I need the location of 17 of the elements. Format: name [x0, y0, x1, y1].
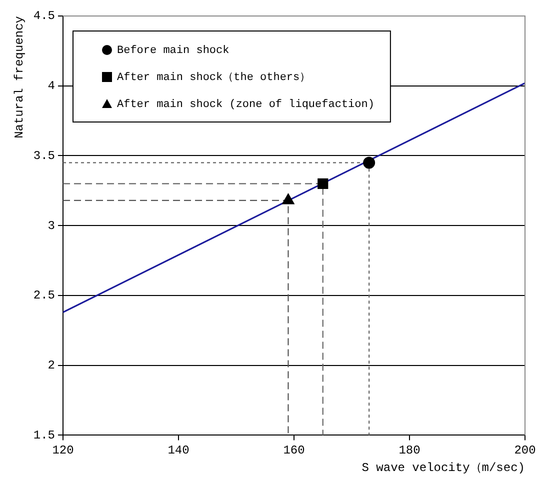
legend-label: After main shock (zone of liquefaction)	[117, 98, 374, 111]
y-tick-label: 3.5	[33, 148, 56, 163]
y-tick-label: 4	[48, 79, 56, 94]
legend-label: Before main shock	[117, 44, 230, 57]
y-tick-label: 3	[48, 218, 56, 233]
y-tick-label: 2.5	[33, 288, 56, 303]
y-tick-label: 4.5	[33, 9, 56, 24]
x-tick-label: 180	[398, 444, 420, 458]
legend-label: After main shock（the others）	[117, 72, 311, 84]
x-axis-title: S wave velocity（m/sec)	[362, 460, 525, 475]
y-tick-label: 1.5	[33, 428, 56, 442]
y-axis-title: Natural frequency	[12, 16, 26, 138]
x-tick-label: 160	[283, 444, 305, 458]
x-tick-label: 200	[514, 444, 536, 458]
x-tick-label: 140	[168, 444, 190, 458]
y-tick-label: 2	[48, 358, 56, 373]
x-tick-label: 120	[52, 444, 74, 458]
